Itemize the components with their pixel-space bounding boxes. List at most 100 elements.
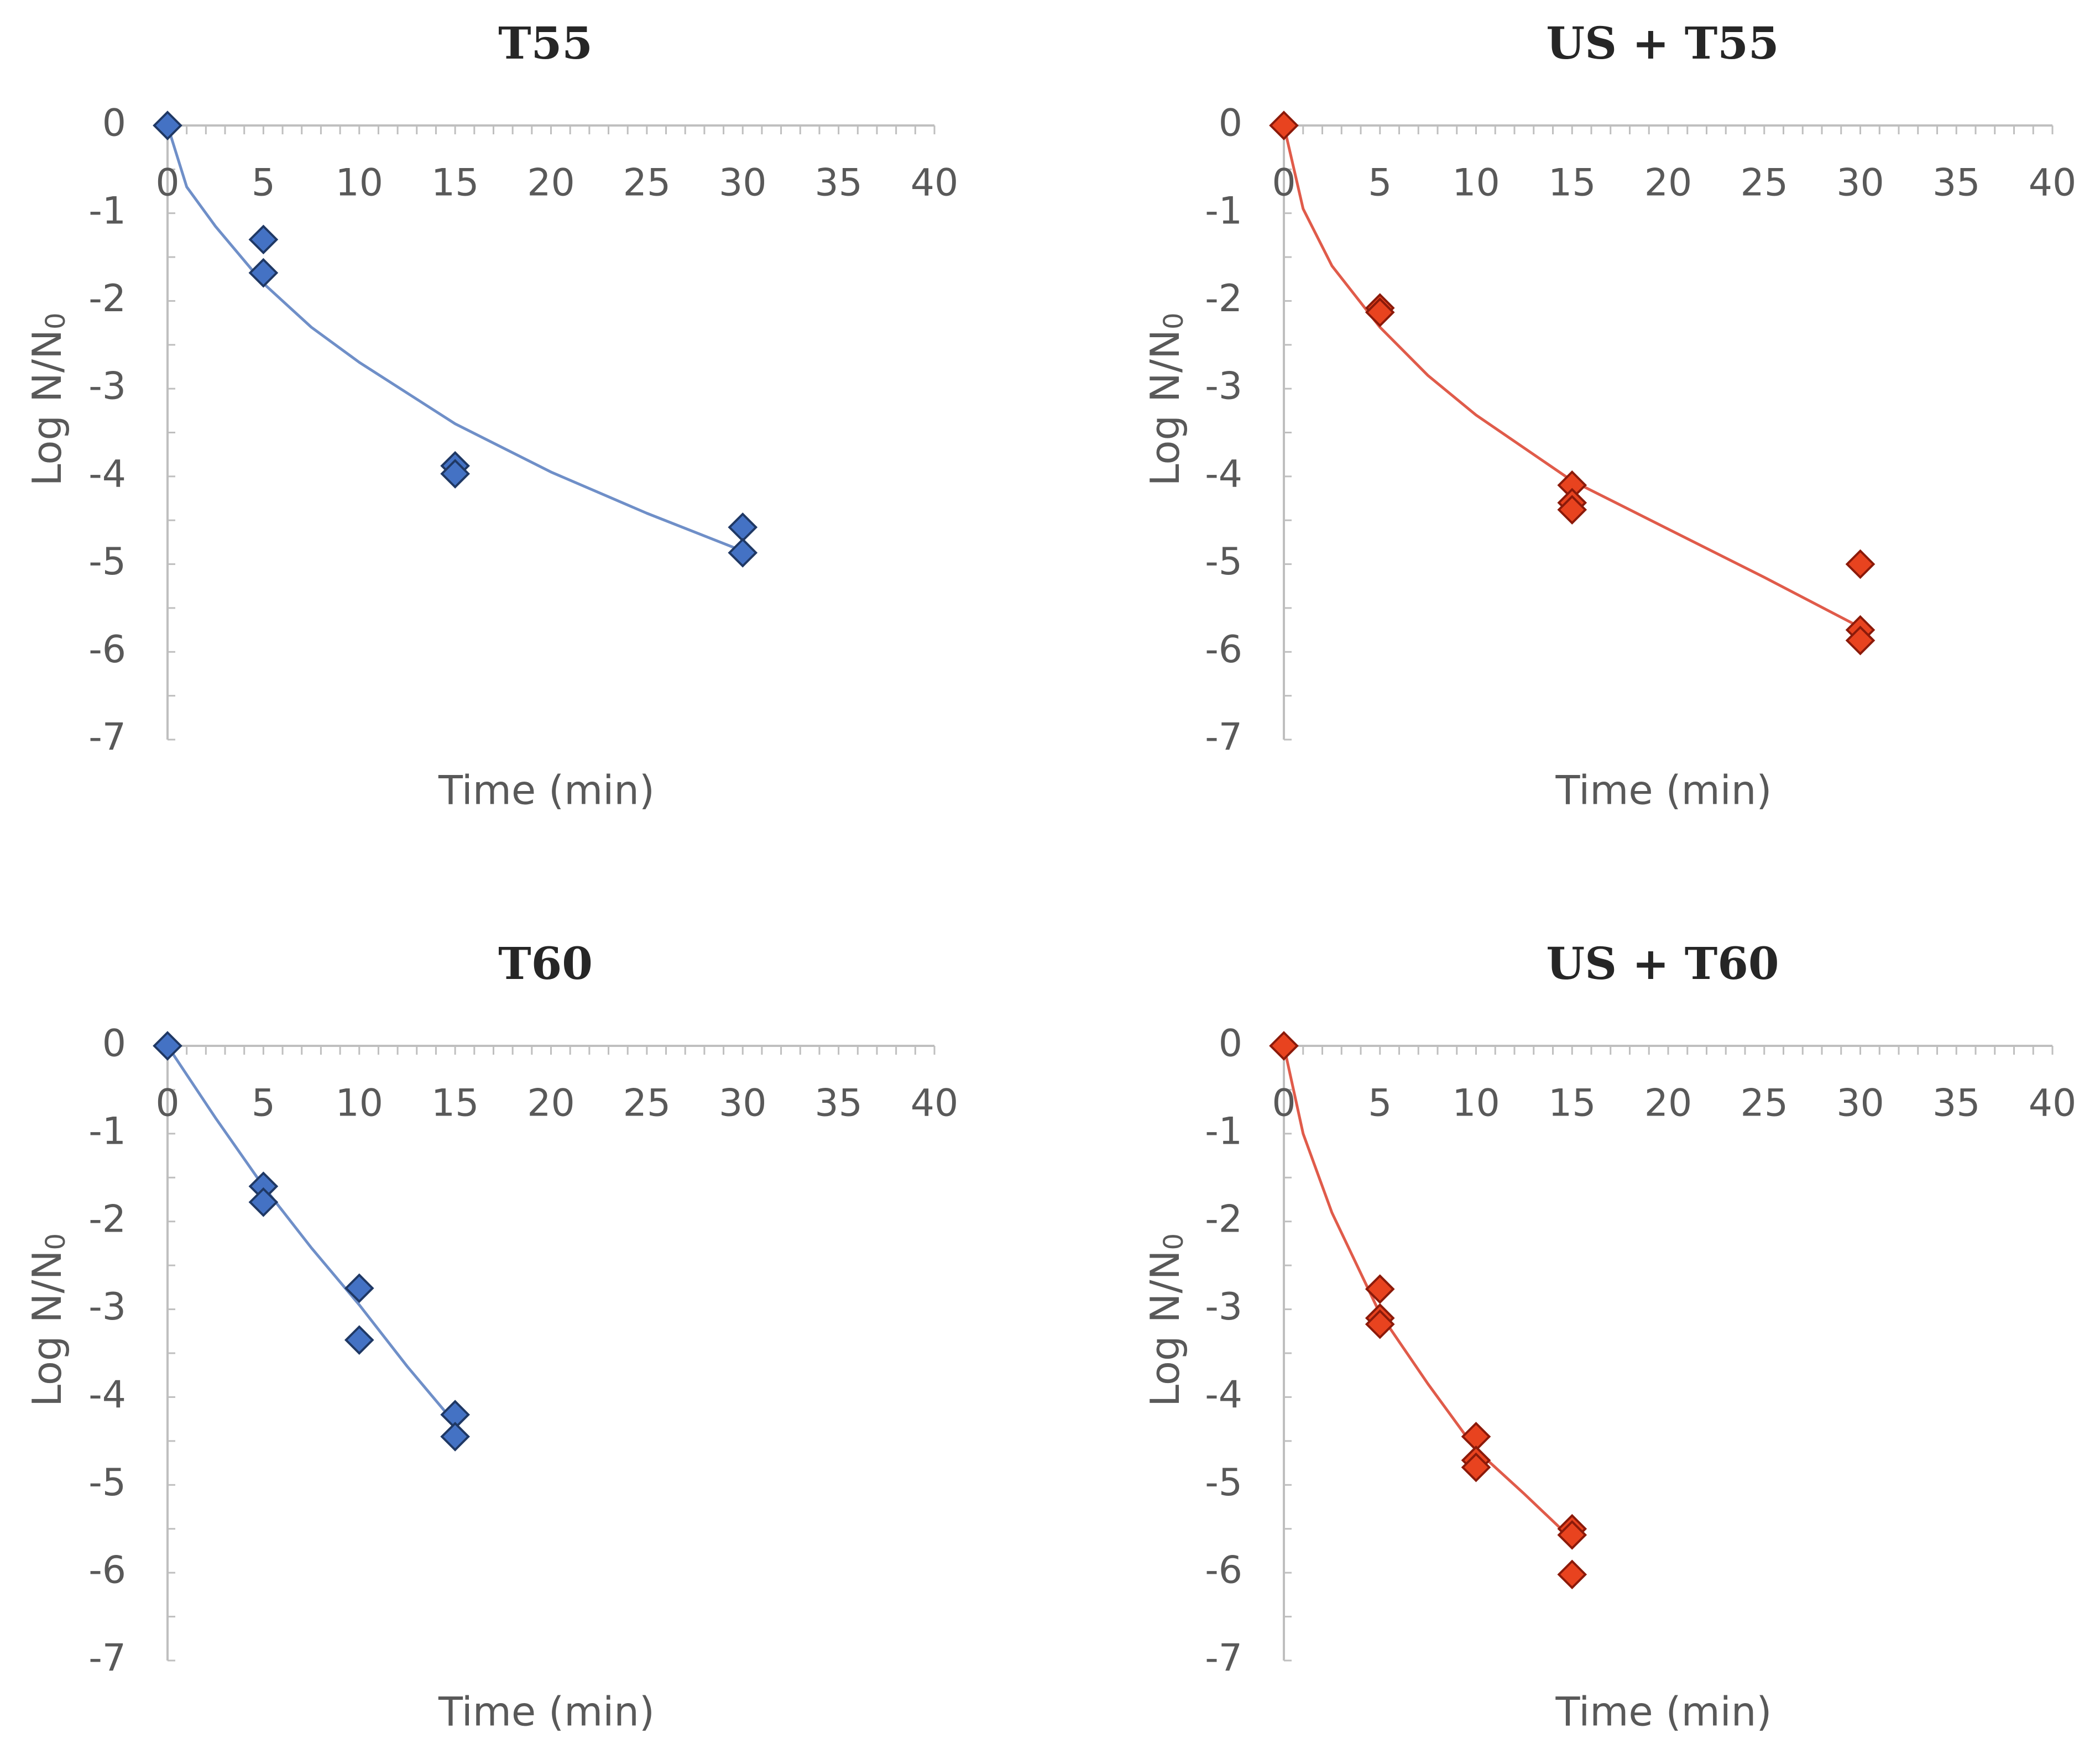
x-tick-label: 15 xyxy=(431,161,479,205)
data-point xyxy=(440,1422,470,1452)
y-tick-label: -4 xyxy=(1205,452,1242,496)
x-tick-label: 40 xyxy=(2029,161,2077,205)
y-tick-label: -6 xyxy=(88,1549,126,1593)
x-axis-label: Time (min) xyxy=(438,767,655,814)
x-axis-label: Time (min) xyxy=(438,1689,655,1735)
data-point xyxy=(1557,1520,1587,1550)
x-tick-label: 25 xyxy=(623,161,671,205)
x-tick-label: 10 xyxy=(1452,161,1500,205)
fit-curve xyxy=(166,1045,457,1424)
y-axis-label-main: Log N/N xyxy=(24,1250,70,1407)
x-tick-label: 20 xyxy=(527,161,575,205)
data-point xyxy=(1557,495,1587,525)
y-tick-label: -7 xyxy=(1205,1637,1242,1680)
chart-panel-4: US + T60 0 -1 -2 -3 -4 -5 -6 -7 0 5 10 15 20 25 30 35 40 T… xyxy=(1142,938,2077,1735)
x-tick-label: 35 xyxy=(814,1082,863,1125)
x-tick-label: 10 xyxy=(335,1082,383,1125)
data-point xyxy=(153,1031,182,1061)
y-tick-label: -2 xyxy=(88,1197,126,1241)
data-point xyxy=(248,258,279,288)
chart-panel-1: T55 0 -1 -2 -3 -4 -5 -6 -7 0 5 10 15 20 25 30 35 40 Time (… xyxy=(24,17,959,814)
x-tick-label: 20 xyxy=(1644,1082,1692,1125)
y-tick-label: 0 xyxy=(1219,102,1242,145)
data-point xyxy=(1845,625,1876,656)
x-tick-label: 40 xyxy=(2029,1082,2077,1125)
y-axis-label: Log N/N0 xyxy=(1142,312,1189,486)
y-tick-label: 0 xyxy=(102,102,126,145)
y-tick-label: -2 xyxy=(88,277,126,321)
y-axis-label: Log N/N0 xyxy=(1142,1233,1189,1407)
data-point xyxy=(440,459,470,489)
chart-title: US + T60 xyxy=(1546,938,1779,989)
data-point xyxy=(248,1187,279,1217)
fit-curve xyxy=(1282,125,1861,629)
y-tick-label: -7 xyxy=(88,716,126,760)
x-tick-label: 10 xyxy=(335,161,383,205)
chart-title: US + T55 xyxy=(1546,17,1779,69)
y-tick-label: -2 xyxy=(1205,277,1242,321)
y-axis-label-main: Log N/N xyxy=(1142,1250,1188,1407)
x-tick-label: 25 xyxy=(1740,1082,1788,1125)
y-tick-label: -7 xyxy=(1205,716,1242,760)
x-tick-label: 20 xyxy=(527,1082,575,1125)
x-tick-label: 15 xyxy=(431,1082,479,1125)
y-axis-label-subscript: 0 xyxy=(40,312,71,329)
data-point xyxy=(1365,1309,1395,1339)
data-point xyxy=(728,538,758,568)
x-tick-label: 15 xyxy=(1548,161,1596,205)
y-tick-label: -1 xyxy=(1205,1109,1242,1153)
x-tick-label: 30 xyxy=(719,1082,767,1125)
y-tick-label: -7 xyxy=(88,1637,126,1680)
x-tick-label: 5 xyxy=(1368,1082,1392,1125)
y-axis-label-main: Log N/N xyxy=(1142,329,1188,486)
data-point xyxy=(1365,1274,1395,1304)
x-tick-label: 40 xyxy=(911,161,959,205)
data-point xyxy=(728,512,758,542)
x-tick-label: 0 xyxy=(155,161,179,205)
y-tick-label: -6 xyxy=(1205,628,1242,672)
x-tick-label: 15 xyxy=(1548,1082,1596,1125)
chart-title: T55 xyxy=(498,17,593,69)
x-tick-label: 0 xyxy=(1272,1082,1295,1125)
x-tick-label: 0 xyxy=(1272,161,1295,205)
x-tick-label: 20 xyxy=(1644,161,1692,205)
x-tick-label: 0 xyxy=(155,1082,179,1125)
x-tick-label: 25 xyxy=(623,1082,671,1125)
fit-curve xyxy=(1282,1045,1574,1541)
y-tick-label: -5 xyxy=(88,540,126,584)
data-point xyxy=(153,111,182,140)
x-tick-label: 5 xyxy=(252,161,275,205)
y-axis-label: Log N/N0 xyxy=(24,312,71,486)
data-point xyxy=(1461,1452,1491,1483)
y-tick-label: -1 xyxy=(1205,189,1242,233)
x-tick-label: 30 xyxy=(1836,161,1884,205)
chart-title: T60 xyxy=(498,938,593,989)
x-tick-label: 40 xyxy=(911,1082,959,1125)
y-tick-label: -4 xyxy=(88,1373,126,1417)
y-axis-label: Log N/N0 xyxy=(24,1233,71,1407)
y-axis-label-subscript: 0 xyxy=(1158,1233,1189,1250)
y-tick-label: -6 xyxy=(1205,1549,1242,1593)
fit-curve xyxy=(166,125,744,553)
y-tick-label: -2 xyxy=(1205,1197,1242,1241)
y-axis-label-main: Log N/N xyxy=(24,329,70,486)
y-tick-label: -3 xyxy=(1205,365,1242,408)
y-tick-label: -3 xyxy=(88,1285,126,1329)
x-tick-label: 5 xyxy=(252,1082,275,1125)
y-tick-label: 0 xyxy=(102,1022,126,1066)
y-tick-label: -4 xyxy=(88,452,126,496)
y-tick-label: -1 xyxy=(88,1109,126,1153)
y-tick-label: 0 xyxy=(1219,1022,1242,1066)
x-tick-label: 5 xyxy=(1368,161,1392,205)
y-axis-label-subscript: 0 xyxy=(1158,312,1189,329)
x-tick-label: 35 xyxy=(814,161,863,205)
y-tick-label: -5 xyxy=(88,1461,126,1505)
x-axis-label: Time (min) xyxy=(1555,1689,1772,1735)
x-tick-label: 35 xyxy=(1932,1082,1981,1125)
data-point xyxy=(1365,297,1395,327)
y-tick-label: -6 xyxy=(88,628,126,672)
y-axis-label-subscript: 0 xyxy=(40,1233,71,1250)
chart-panel-2: US + T55 0 -1 -2 -3 -4 -5 -6 -7 0 5 10 15 20 25 30 35 40 T… xyxy=(1142,17,2077,814)
x-tick-label: 10 xyxy=(1452,1082,1500,1125)
